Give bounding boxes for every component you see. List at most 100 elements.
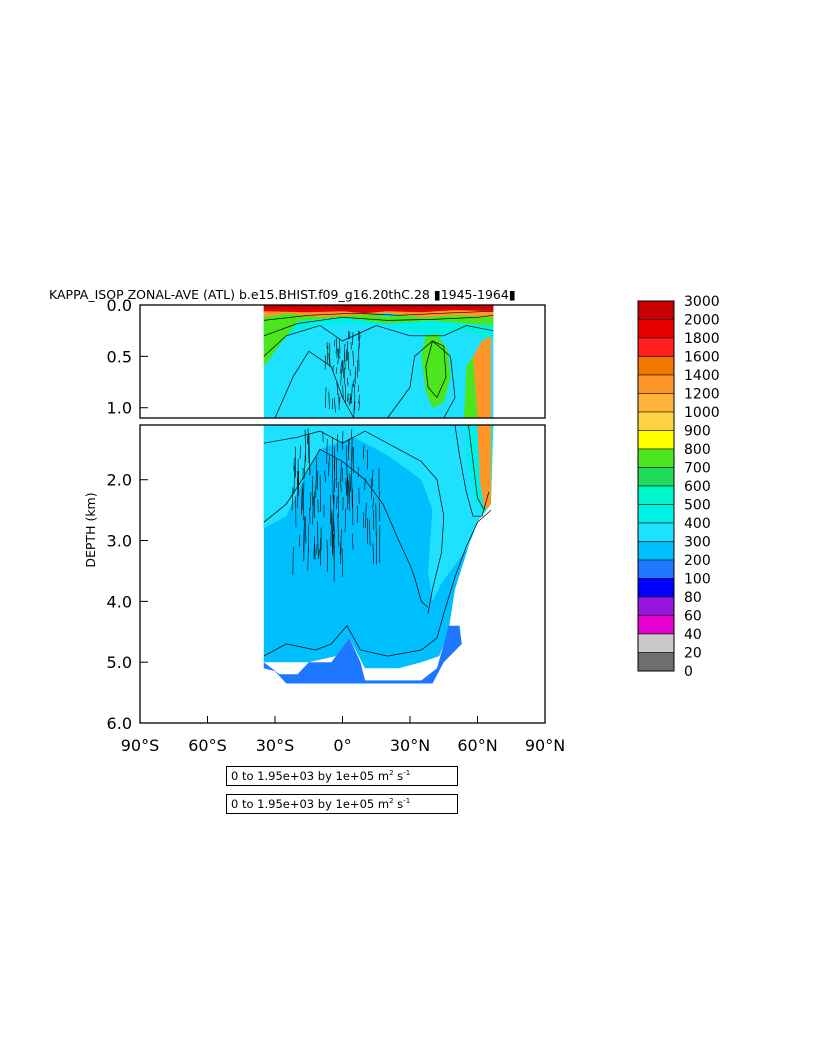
noise-lower-73 xyxy=(326,540,329,573)
noise-lower-43 xyxy=(337,513,339,547)
colorbar-label-1: 2000 xyxy=(684,313,720,329)
colorbar-label-8: 800 xyxy=(684,442,711,458)
noise-lower-110 xyxy=(326,438,328,465)
noise-lower-65 xyxy=(304,516,307,544)
noise-upper-49 xyxy=(351,383,353,400)
noise-lower-66 xyxy=(316,470,319,490)
chart-title: KAPPA_ISOP ZONAL-AVE (ATL) b.e15.BHIST.f… xyxy=(49,287,516,302)
colorbar-label-14: 200 xyxy=(684,553,711,569)
x-tick-label-1: 60°S xyxy=(188,736,227,755)
y-tick-label-upper-0: 0.0 xyxy=(107,296,132,315)
noise-lower-50 xyxy=(309,492,312,511)
colorbar-label-11: 500 xyxy=(684,498,711,514)
colorbar-swatch-8 xyxy=(637,448,675,468)
colorbar-label-15: 100 xyxy=(684,572,711,588)
noise-lower-60 xyxy=(303,516,305,552)
noise-lower-6 xyxy=(302,482,305,521)
noise-lower-80 xyxy=(344,508,347,533)
noise-lower-0 xyxy=(336,496,338,509)
colorbar-swatch-16 xyxy=(637,596,675,616)
noise-lower-9 xyxy=(341,468,344,483)
noise-upper-56 xyxy=(350,397,352,404)
noise-upper-11 xyxy=(325,387,327,408)
noise-lower-13 xyxy=(304,455,306,479)
noise-upper-15 xyxy=(335,338,337,354)
noise-lower-49 xyxy=(351,446,353,477)
info-box-1-sup2: -1 xyxy=(403,769,411,778)
noise-lower-64 xyxy=(364,478,366,490)
noise-upper-35 xyxy=(334,339,336,347)
noise-lower-107 xyxy=(370,478,372,500)
noise-upper-38 xyxy=(347,393,349,403)
noise-upper-30 xyxy=(340,369,342,385)
noise-upper-7 xyxy=(353,401,355,419)
contour-lines xyxy=(263,310,494,657)
noise-lower-46 xyxy=(351,475,353,508)
noise-lower-113 xyxy=(348,476,351,511)
y-tick-label-upper-1: 0.5 xyxy=(107,347,132,366)
noise-upper-2 xyxy=(342,385,344,400)
colorbar-label-13: 300 xyxy=(684,535,711,551)
info-box-2-text: 0 to 1.95e+03 by 1e+05 m xyxy=(231,797,390,811)
noise-upper-13 xyxy=(336,348,338,358)
noise-lower-97 xyxy=(348,480,350,504)
colorbar-swatch-3 xyxy=(637,356,675,376)
noise-upper-28 xyxy=(326,345,329,364)
noise-lower-115 xyxy=(351,428,353,439)
colorbar-label-20: 0 xyxy=(684,664,693,680)
colorbar-swatch-0 xyxy=(637,300,675,320)
colorbar-swatch-5 xyxy=(637,393,675,413)
colorbar-label-7: 900 xyxy=(684,424,711,440)
colorbar-swatch-2 xyxy=(637,337,675,357)
noise-upper-29 xyxy=(328,391,330,410)
noise-lower-114 xyxy=(304,429,307,462)
colorbar-label-10: 600 xyxy=(684,479,711,495)
noise-lower-74 xyxy=(332,533,334,556)
field-fills xyxy=(263,305,494,684)
noise-lower-23 xyxy=(345,481,347,494)
colorbar-label-2: 1800 xyxy=(684,331,720,347)
contour-noise xyxy=(291,330,381,582)
colorbar-label-3: 1600 xyxy=(684,350,720,366)
x-tick-label-6: 90°N xyxy=(525,736,565,755)
noise-lower-61 xyxy=(340,461,342,482)
noise-upper-27 xyxy=(352,350,354,367)
y-tick-label-lower-4: 6.0 xyxy=(107,714,132,733)
y-tick-label-lower-1: 3.0 xyxy=(107,532,132,551)
contour-upper-3 xyxy=(274,350,355,419)
contour-lower-1 xyxy=(263,448,429,608)
colorbar-label-17: 60 xyxy=(684,609,702,625)
y-tick-label-lower-3: 5.0 xyxy=(107,653,132,672)
noise-upper-21 xyxy=(347,377,349,386)
noise-upper-3 xyxy=(358,394,360,404)
colorbar-swatch-10 xyxy=(637,485,675,505)
upper-green-blob xyxy=(421,333,451,408)
upper-panel-frame xyxy=(139,304,546,419)
noise-lower-84 xyxy=(307,428,310,464)
noise-lower-33 xyxy=(348,438,350,460)
colorbar-swatch-18 xyxy=(637,633,675,653)
noise-lower-99 xyxy=(362,512,364,528)
colorbar-label-19: 20 xyxy=(684,646,702,662)
contour-lower-3 xyxy=(454,424,490,517)
contour-upper-1 xyxy=(263,314,494,337)
contour-lower-0 xyxy=(263,430,445,614)
noise-lower-55 xyxy=(372,497,374,509)
noise-lower-32 xyxy=(362,444,365,459)
colorbar-swatch-19 xyxy=(637,652,675,672)
noise-lower-83 xyxy=(331,509,333,548)
noise-lower-86 xyxy=(293,465,295,494)
colorbar-label-5: 1200 xyxy=(684,387,720,403)
contour-upper-2 xyxy=(263,310,494,321)
noise-lower-85 xyxy=(369,519,371,546)
info-box-1: 0 to 1.95e+03 by 1e+05 m2 s-1 xyxy=(226,766,458,786)
y-axis-label: DEPTH (km) xyxy=(83,492,98,567)
contour-upper-0 xyxy=(263,325,494,357)
noise-lower-8 xyxy=(307,547,309,571)
noise-upper-23 xyxy=(344,384,346,404)
noise-lower-98 xyxy=(301,488,303,511)
info-box-2-sup2: -1 xyxy=(403,797,411,806)
noise-lower-27 xyxy=(352,533,354,550)
noise-lower-11 xyxy=(313,535,315,560)
y-axis-ticks: 0.0 0.5 1.0 2.0 3.0 4.0 5.0 6.0 xyxy=(107,296,148,733)
